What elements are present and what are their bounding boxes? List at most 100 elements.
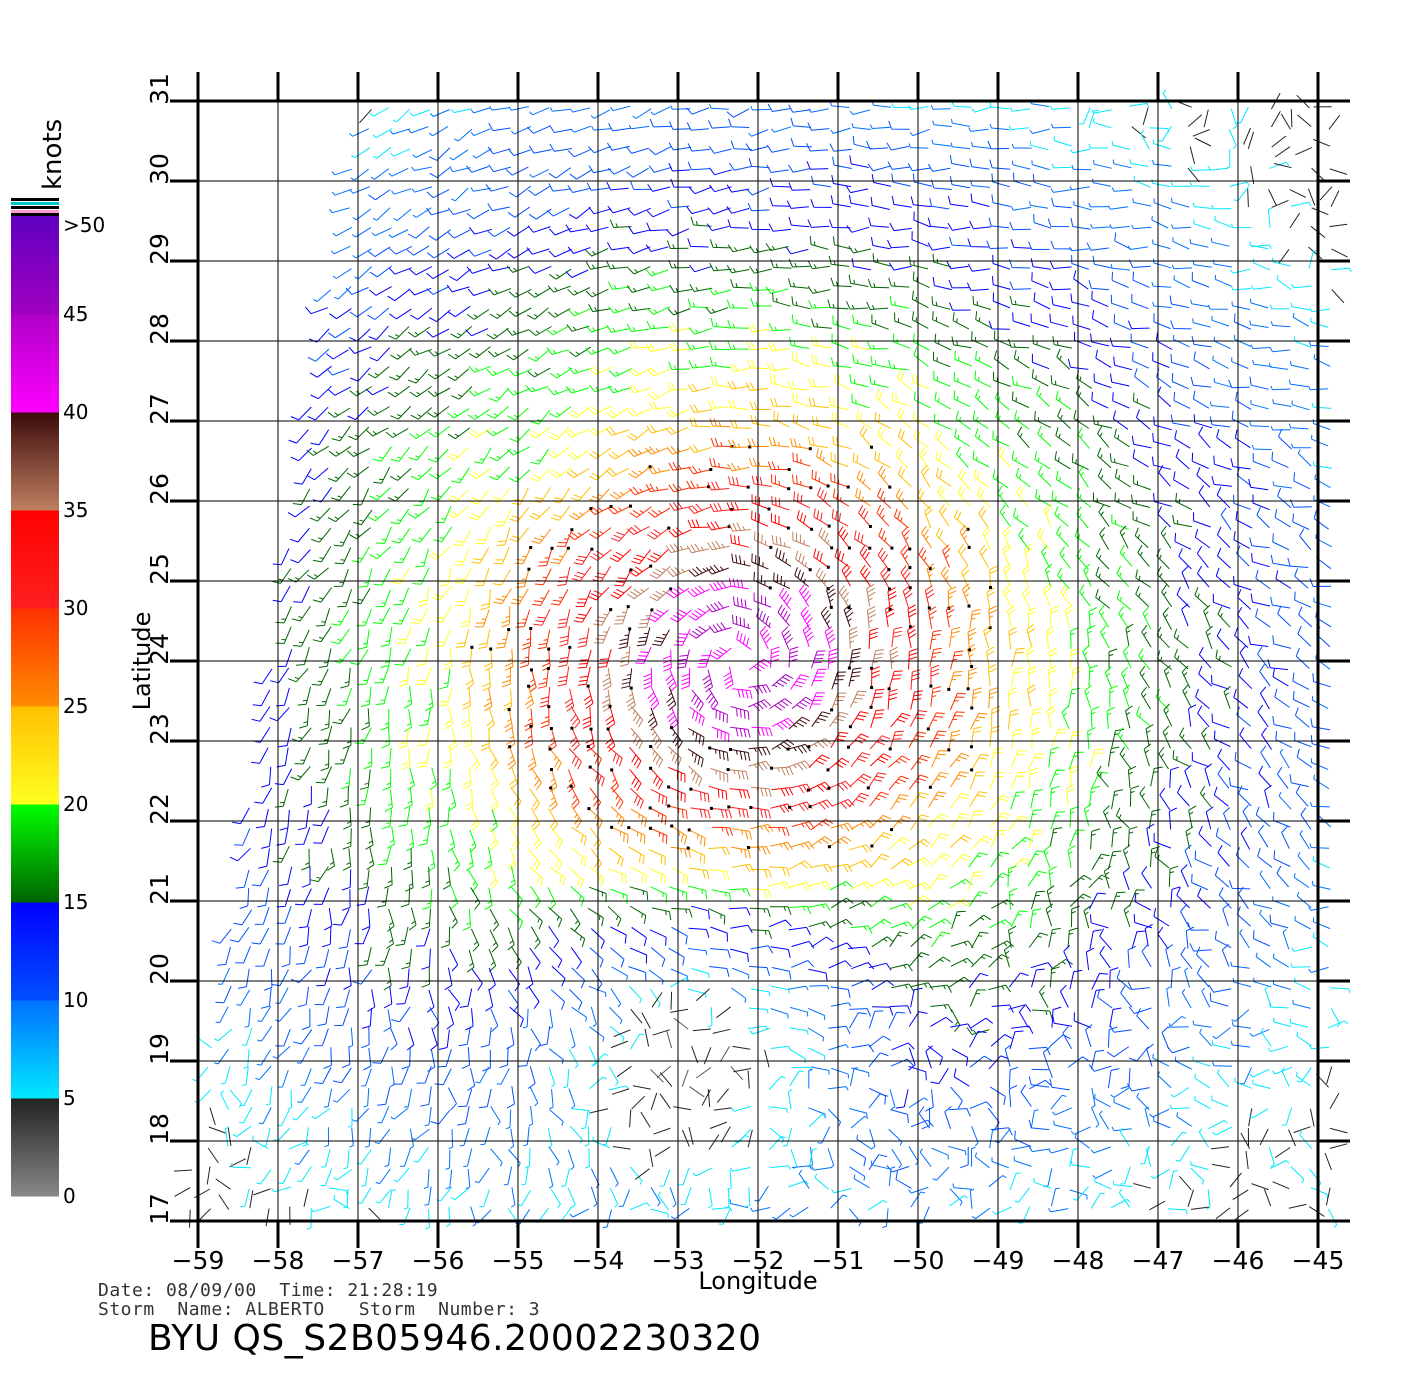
wind-barb — [732, 1045, 751, 1050]
wind-barb — [258, 1107, 272, 1125]
wind-barb — [993, 330, 1012, 347]
wind-barb — [1069, 893, 1092, 907]
wind-barb — [1008, 1084, 1018, 1107]
wind-barb — [843, 604, 854, 628]
wind-barb — [484, 648, 493, 672]
wind-barb — [888, 1011, 906, 1029]
wind-barb — [293, 468, 312, 485]
wind-barb — [1137, 544, 1150, 567]
wind-barb — [711, 726, 730, 743]
wind-barb — [489, 908, 500, 932]
wind-barb — [1181, 988, 1192, 1009]
rain-flag — [747, 846, 750, 849]
wind-barb — [481, 729, 490, 751]
wind-barb — [948, 279, 971, 289]
wind-barb — [678, 1167, 690, 1186]
wind-barb — [688, 503, 712, 514]
wind-barb — [242, 1027, 253, 1046]
wind-barb — [851, 819, 875, 829]
wind-barb — [1054, 506, 1069, 527]
wind-barb — [550, 589, 569, 606]
wind-barb — [331, 168, 352, 176]
rain-flag — [586, 684, 590, 688]
wind-barb — [315, 766, 333, 784]
wind-barb — [712, 1028, 731, 1034]
wind-barb — [657, 1191, 670, 1211]
wind-barb — [645, 269, 669, 277]
wind-barb — [1125, 623, 1134, 647]
wind-barb — [449, 149, 469, 161]
wind-barb — [1252, 359, 1272, 368]
wind-barb — [726, 108, 750, 118]
wind-barb — [1051, 490, 1069, 508]
wind-barb — [1070, 1126, 1091, 1135]
wind-barb — [1067, 687, 1081, 708]
wind-barb — [969, 771, 985, 790]
wind-barb — [807, 285, 831, 294]
wind-barb — [290, 447, 312, 462]
wind-barb — [627, 246, 651, 255]
wind-barb — [445, 1149, 451, 1170]
wind-barb — [1210, 237, 1230, 247]
colorbar-stripe — [11, 210, 59, 213]
wind-barb — [489, 106, 510, 111]
rain-flag — [827, 786, 831, 790]
wind-barb — [680, 1187, 692, 1205]
wind-barb — [255, 948, 270, 967]
wind-barb — [429, 767, 438, 791]
wind-barb — [443, 647, 453, 671]
wind-barb — [592, 565, 612, 582]
wind-barb — [647, 507, 671, 518]
wind-barb — [1136, 706, 1151, 727]
wind-barb — [358, 629, 370, 650]
wind-barb — [789, 905, 812, 915]
wind-barb — [329, 308, 352, 320]
wind-barb — [966, 282, 989, 291]
wind-barb — [445, 1206, 451, 1227]
wind-barb — [1277, 605, 1292, 627]
wind-barb — [470, 128, 491, 137]
wind-barb — [831, 897, 854, 909]
wind-barb — [629, 947, 648, 964]
wind-barb — [850, 1147, 867, 1167]
wind-barb — [1189, 146, 1196, 165]
wind-barb — [388, 267, 412, 275]
wind-barb — [848, 859, 872, 868]
wind-barb — [908, 648, 918, 670]
wind-barb — [927, 163, 951, 172]
wind-barb — [746, 341, 769, 351]
wind-barb — [988, 605, 998, 628]
wind-barb — [367, 366, 390, 379]
wind-barb — [668, 361, 690, 370]
wind-barb — [1156, 626, 1170, 649]
wind-barb — [1222, 903, 1230, 927]
wind-barb — [1190, 1206, 1209, 1210]
wind-barb — [706, 687, 719, 711]
wind-barb — [716, 1006, 732, 1019]
wind-barb — [1204, 763, 1212, 787]
wind-barb — [709, 948, 731, 959]
wind-barb — [850, 1115, 869, 1129]
wind-barb — [357, 666, 373, 686]
wind-barb — [1309, 1108, 1315, 1127]
wind-barb — [558, 647, 571, 668]
wind-barb — [1191, 873, 1209, 891]
wind-barb — [1028, 241, 1050, 250]
wind-barb — [1163, 664, 1172, 688]
wind-barb — [588, 447, 612, 459]
rain-flag — [587, 807, 591, 811]
wind-barb — [445, 1169, 453, 1190]
wind-barb — [1271, 135, 1287, 148]
wind-barb — [692, 1167, 713, 1177]
wind-barb — [790, 1148, 798, 1170]
wind-barb — [1114, 232, 1132, 250]
wind-barb — [312, 587, 333, 603]
wind-barb — [979, 544, 989, 568]
wind-barb — [709, 966, 730, 977]
wind-barb — [233, 909, 253, 926]
wind-barb — [278, 1167, 292, 1184]
wind-barb — [808, 921, 832, 929]
wind-barb — [831, 1188, 852, 1194]
wind-barb — [808, 1068, 813, 1089]
wind-barb — [874, 451, 892, 469]
